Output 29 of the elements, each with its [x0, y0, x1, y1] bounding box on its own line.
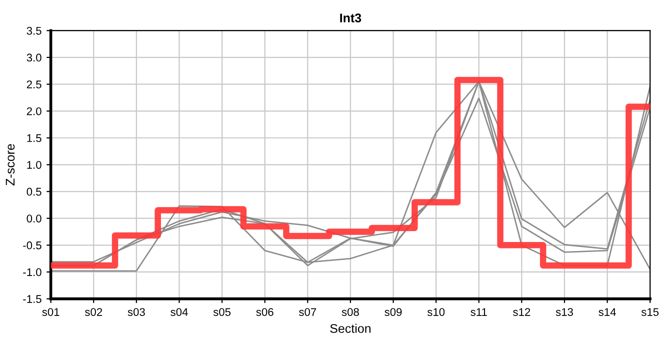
y-tick-label: 3.5 — [26, 26, 42, 35]
y-tick-label: -0.5 — [23, 241, 42, 250]
x-tick-label: s01 — [42, 308, 60, 316]
y-tick-label: 1.0 — [27, 160, 42, 169]
x-tick-label: s04 — [170, 308, 188, 316]
y-tick-label: 0.0 — [26, 214, 42, 222]
x-tick-label: s15 — [641, 308, 659, 316]
x-tick-label: s12 — [513, 308, 530, 316]
y-tick-label: 3.0 — [26, 54, 42, 62]
x-tick-label: s13 — [556, 308, 573, 316]
x-tick-label: s11 — [470, 308, 487, 316]
x-tick-label: s08 — [342, 308, 359, 316]
y-axis-title: Z-score — [6, 144, 15, 186]
x-tick-label: s07 — [299, 308, 316, 316]
x-tick-label: s14 — [598, 308, 616, 316]
x-tick-label: s09 — [384, 308, 402, 316]
y-tick-label: 1.5 — [27, 134, 42, 142]
x-tick-label: s06 — [256, 308, 274, 316]
y-tick-label: 2.0 — [26, 107, 42, 116]
x-axis-title: Section — [330, 324, 370, 333]
x-tick-label: s03 — [128, 308, 145, 316]
y-tick-label: 0.5 — [26, 188, 42, 196]
y-tick-label: -1.0 — [23, 268, 42, 276]
y-tick-label: 2.5 — [26, 80, 42, 88]
y-tick-label: -1.5 — [23, 295, 42, 303]
chart-title: Int3 — [340, 14, 362, 22]
x-tick-label: s02 — [84, 308, 102, 316]
x-tick-label: s05 — [213, 308, 231, 316]
x-tick-label: s10 — [427, 308, 445, 316]
